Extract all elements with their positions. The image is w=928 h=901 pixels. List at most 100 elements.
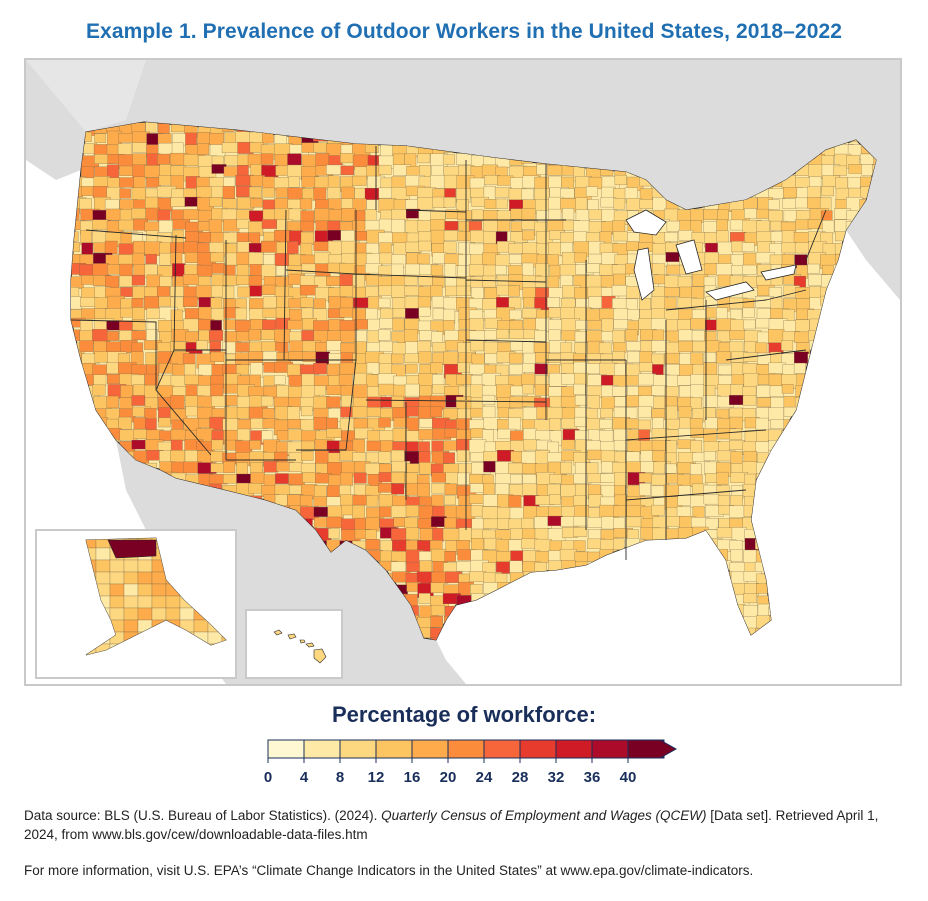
county-cell xyxy=(666,649,680,661)
county-cell xyxy=(534,583,551,596)
county-cell xyxy=(601,595,621,607)
county-cell xyxy=(585,186,598,197)
county-cell xyxy=(858,474,872,487)
county-cell xyxy=(835,177,848,189)
county-cell xyxy=(873,372,876,384)
county-cell xyxy=(300,462,316,474)
county-cell xyxy=(794,418,806,432)
county-cell xyxy=(483,594,503,604)
county-cell xyxy=(768,449,786,460)
county-cell xyxy=(144,296,159,310)
borough-cell xyxy=(109,607,125,621)
county-cell xyxy=(848,275,865,289)
county-cell xyxy=(820,440,836,454)
county-cell xyxy=(548,208,562,221)
county-cell xyxy=(471,287,484,300)
county-cell xyxy=(768,537,782,549)
county-cell xyxy=(809,373,825,389)
county-cell xyxy=(638,395,656,408)
county-cell xyxy=(664,463,677,474)
county-cell xyxy=(716,571,733,586)
county-cell xyxy=(559,573,579,587)
county-cell xyxy=(430,362,443,374)
county-cell xyxy=(236,407,250,419)
county-cell xyxy=(835,562,848,573)
county-cell xyxy=(94,441,113,454)
county-cell xyxy=(586,582,602,597)
county-cell xyxy=(327,187,341,200)
county-cell xyxy=(222,285,235,299)
county-cell xyxy=(458,605,474,619)
county-cell xyxy=(717,330,731,343)
county-cell xyxy=(755,517,770,527)
county-cell xyxy=(379,318,394,329)
county-cell xyxy=(365,286,379,298)
county-cell xyxy=(665,594,682,608)
county-cell xyxy=(443,174,459,190)
county-cell xyxy=(742,395,757,406)
county-cell xyxy=(820,309,834,325)
county-cell xyxy=(406,463,420,473)
county-cell xyxy=(457,660,473,671)
county-cell xyxy=(822,661,833,676)
county-cell xyxy=(807,263,820,274)
county-cell xyxy=(78,407,94,423)
county-cell xyxy=(860,485,873,500)
county-cell xyxy=(652,417,664,430)
county-cell xyxy=(365,529,377,540)
county-cell xyxy=(809,505,829,521)
county-cell xyxy=(573,527,588,537)
county-cell xyxy=(833,540,853,553)
county-cell xyxy=(768,440,786,451)
county-cell xyxy=(509,560,523,575)
county-cell xyxy=(157,153,170,165)
county-cell xyxy=(314,251,331,264)
county-cell xyxy=(378,329,391,341)
county-cell xyxy=(872,473,876,485)
county-cell xyxy=(573,649,588,662)
county-cell xyxy=(470,187,485,198)
county-cell xyxy=(625,418,639,429)
county-cell xyxy=(601,318,614,333)
county-cell xyxy=(326,485,341,498)
county-cell xyxy=(871,606,876,618)
county-cell xyxy=(352,308,367,321)
county-cell xyxy=(573,220,591,234)
county-cell xyxy=(755,539,772,550)
county-cell xyxy=(430,229,445,244)
county-cell xyxy=(601,606,620,622)
borough-cell xyxy=(123,619,139,633)
county-cell xyxy=(132,142,147,153)
borough-cell xyxy=(137,607,153,621)
county-cell xyxy=(456,649,471,659)
county-cell xyxy=(339,484,352,496)
county-cell xyxy=(612,329,625,345)
county-cell xyxy=(794,659,809,669)
county-cell xyxy=(587,615,603,628)
county-cell xyxy=(573,383,586,396)
county-cell xyxy=(444,551,456,562)
borough-cell xyxy=(193,619,209,633)
county-cell xyxy=(508,417,521,431)
county-cell xyxy=(313,496,328,507)
county-cell xyxy=(522,474,537,486)
county-cell xyxy=(314,517,329,528)
county-cell xyxy=(612,627,632,639)
county-cell xyxy=(627,571,641,586)
county-cell xyxy=(638,472,653,483)
county-cell xyxy=(326,340,342,351)
county-cell xyxy=(835,527,847,542)
county-cell xyxy=(691,582,711,596)
county-cell xyxy=(665,252,681,262)
county-cell xyxy=(71,364,85,377)
borough-cell xyxy=(95,571,111,585)
county-cell xyxy=(848,617,860,628)
county-cell xyxy=(587,449,602,460)
legend-tick-label: 32 xyxy=(548,769,565,786)
county-cell xyxy=(535,352,550,364)
county-cell xyxy=(235,307,247,320)
county-cell xyxy=(653,626,673,640)
county-cell xyxy=(639,571,653,585)
county-cell xyxy=(755,505,773,520)
county-cell xyxy=(820,583,838,599)
